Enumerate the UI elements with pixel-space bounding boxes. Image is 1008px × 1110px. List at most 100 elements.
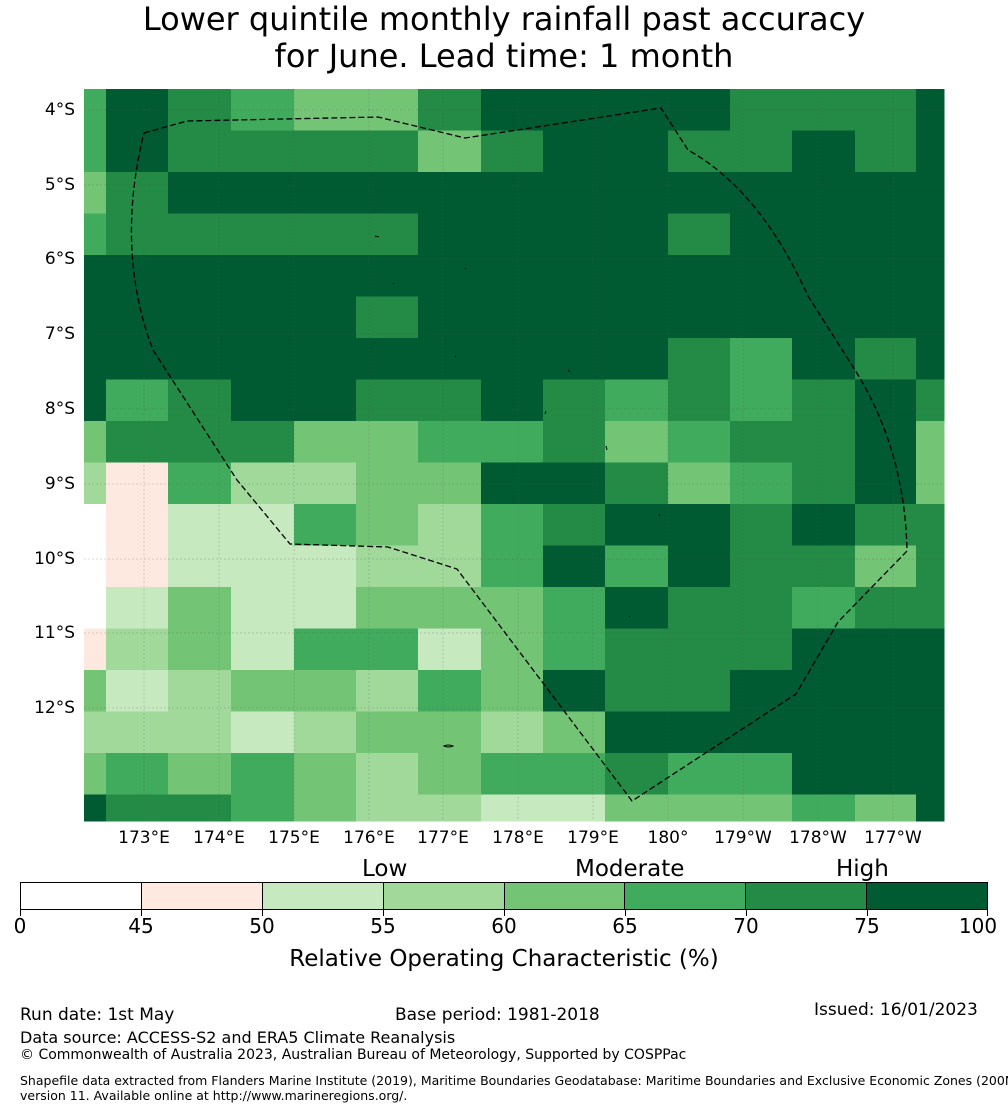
grid-cell [792, 421, 856, 463]
grid-cell [481, 130, 544, 173]
grid-cell [792, 130, 856, 173]
grid-cell [855, 421, 917, 463]
lon-label: 174°E [193, 828, 245, 848]
grid-cell [916, 130, 945, 173]
grid-cell [106, 545, 169, 588]
grid-cell [231, 421, 295, 463]
grid-cell [106, 213, 169, 256]
grid-cell [668, 545, 731, 588]
grid-cell [855, 338, 917, 380]
grid-cell [356, 130, 419, 173]
grid-cell [418, 379, 482, 422]
grid-cell [792, 89, 856, 131]
grid-cell [605, 587, 669, 629]
grid-cell [730, 794, 793, 822]
grid-cell [543, 379, 606, 422]
grid-cell [792, 753, 856, 795]
grid-cell [84, 421, 107, 463]
grid-cell [106, 628, 169, 671]
grid-cell [294, 462, 357, 505]
grid-cell [543, 711, 606, 754]
grid-cell [106, 255, 169, 297]
island-outlines [374, 235, 661, 748]
grid-cell [356, 794, 419, 822]
colorbar-tick-label: 75 [854, 914, 880, 938]
grid-cell [792, 504, 856, 546]
grid-cell [231, 711, 295, 754]
grid-cell [792, 338, 856, 380]
grid-cell [543, 753, 606, 795]
grid-cell [231, 338, 295, 380]
colorbar-segment [746, 883, 868, 909]
shapefile-credit-line-1: Shapefile data extracted from Flanders M… [20, 1073, 1008, 1088]
grid-cell [916, 545, 945, 588]
grid-cell [418, 255, 482, 297]
grid-cell [481, 296, 544, 339]
grid-cell [294, 130, 357, 173]
grid-cell [792, 296, 856, 339]
grid-cell [418, 628, 482, 671]
grid-cell [730, 711, 793, 754]
grid-cell [916, 296, 945, 339]
grid-cell [605, 628, 669, 671]
grid-cell [916, 794, 945, 822]
grid-cell [668, 587, 731, 629]
grid-cell [855, 462, 917, 505]
grid-cell [481, 421, 544, 463]
map-title-line-2: for June. Lead time: 1 month [274, 37, 734, 75]
grid-cell [356, 545, 419, 588]
grid-cell [605, 753, 669, 795]
grid-cell [916, 670, 945, 712]
grid-cell [916, 338, 945, 380]
grid-cell [543, 794, 606, 822]
grid-cell [605, 338, 669, 380]
colorbar-segment [141, 883, 263, 909]
accuracy-grid [84, 89, 945, 822]
eez-boundary [130, 107, 908, 802]
grid-cell [84, 670, 107, 712]
lon-label: 179°E [567, 828, 619, 848]
lon-label: 180° [647, 828, 689, 848]
colorbar-tick [625, 910, 626, 916]
grid-cell [231, 213, 295, 256]
grid-cell [294, 794, 357, 822]
grid-cell [481, 587, 544, 629]
colorbar-segment [867, 883, 987, 909]
grid-cell [855, 628, 917, 671]
grid-cell [668, 753, 731, 795]
copyright-notice: © Commonwealth of Australia 2023, Austra… [20, 1047, 687, 1063]
grid-cell [84, 753, 107, 795]
grid-cell [481, 504, 544, 546]
grid-cell [792, 670, 856, 712]
grid-cell [730, 545, 793, 588]
legend-category-moderate: Moderate [575, 856, 685, 882]
grid-cell [481, 753, 544, 795]
lon-label: 179°W [714, 828, 772, 848]
grid-cell [605, 213, 669, 256]
grid-cell [356, 462, 419, 505]
colorbar-tick-label: 65 [612, 914, 638, 938]
colorbar-tick-label: 45 [128, 914, 154, 938]
grid-cell [418, 587, 482, 629]
grid-cell [605, 545, 669, 588]
shapefile-credit-line-2: version 11. Available online at http://w… [20, 1088, 408, 1103]
grid-cell [543, 628, 606, 671]
grid-cell [294, 338, 357, 380]
lon-label: 176°E [343, 828, 395, 848]
grid-cell [481, 338, 544, 380]
grid-cell [792, 545, 856, 588]
grid-cell [668, 296, 731, 339]
grid-cell [294, 753, 357, 795]
grid-cell [418, 504, 482, 546]
grid-cell [231, 89, 295, 131]
lat-label: 4°S [44, 100, 75, 120]
grid-cell [418, 338, 482, 380]
colorbar [20, 882, 988, 910]
colorbar-tick [746, 910, 747, 916]
grid-cell [855, 670, 917, 712]
grid-cell [418, 172, 482, 214]
lon-label: 173°E [118, 828, 170, 848]
grid-cell [356, 628, 419, 671]
grid-cell [916, 255, 945, 297]
grid-cell [356, 338, 419, 380]
